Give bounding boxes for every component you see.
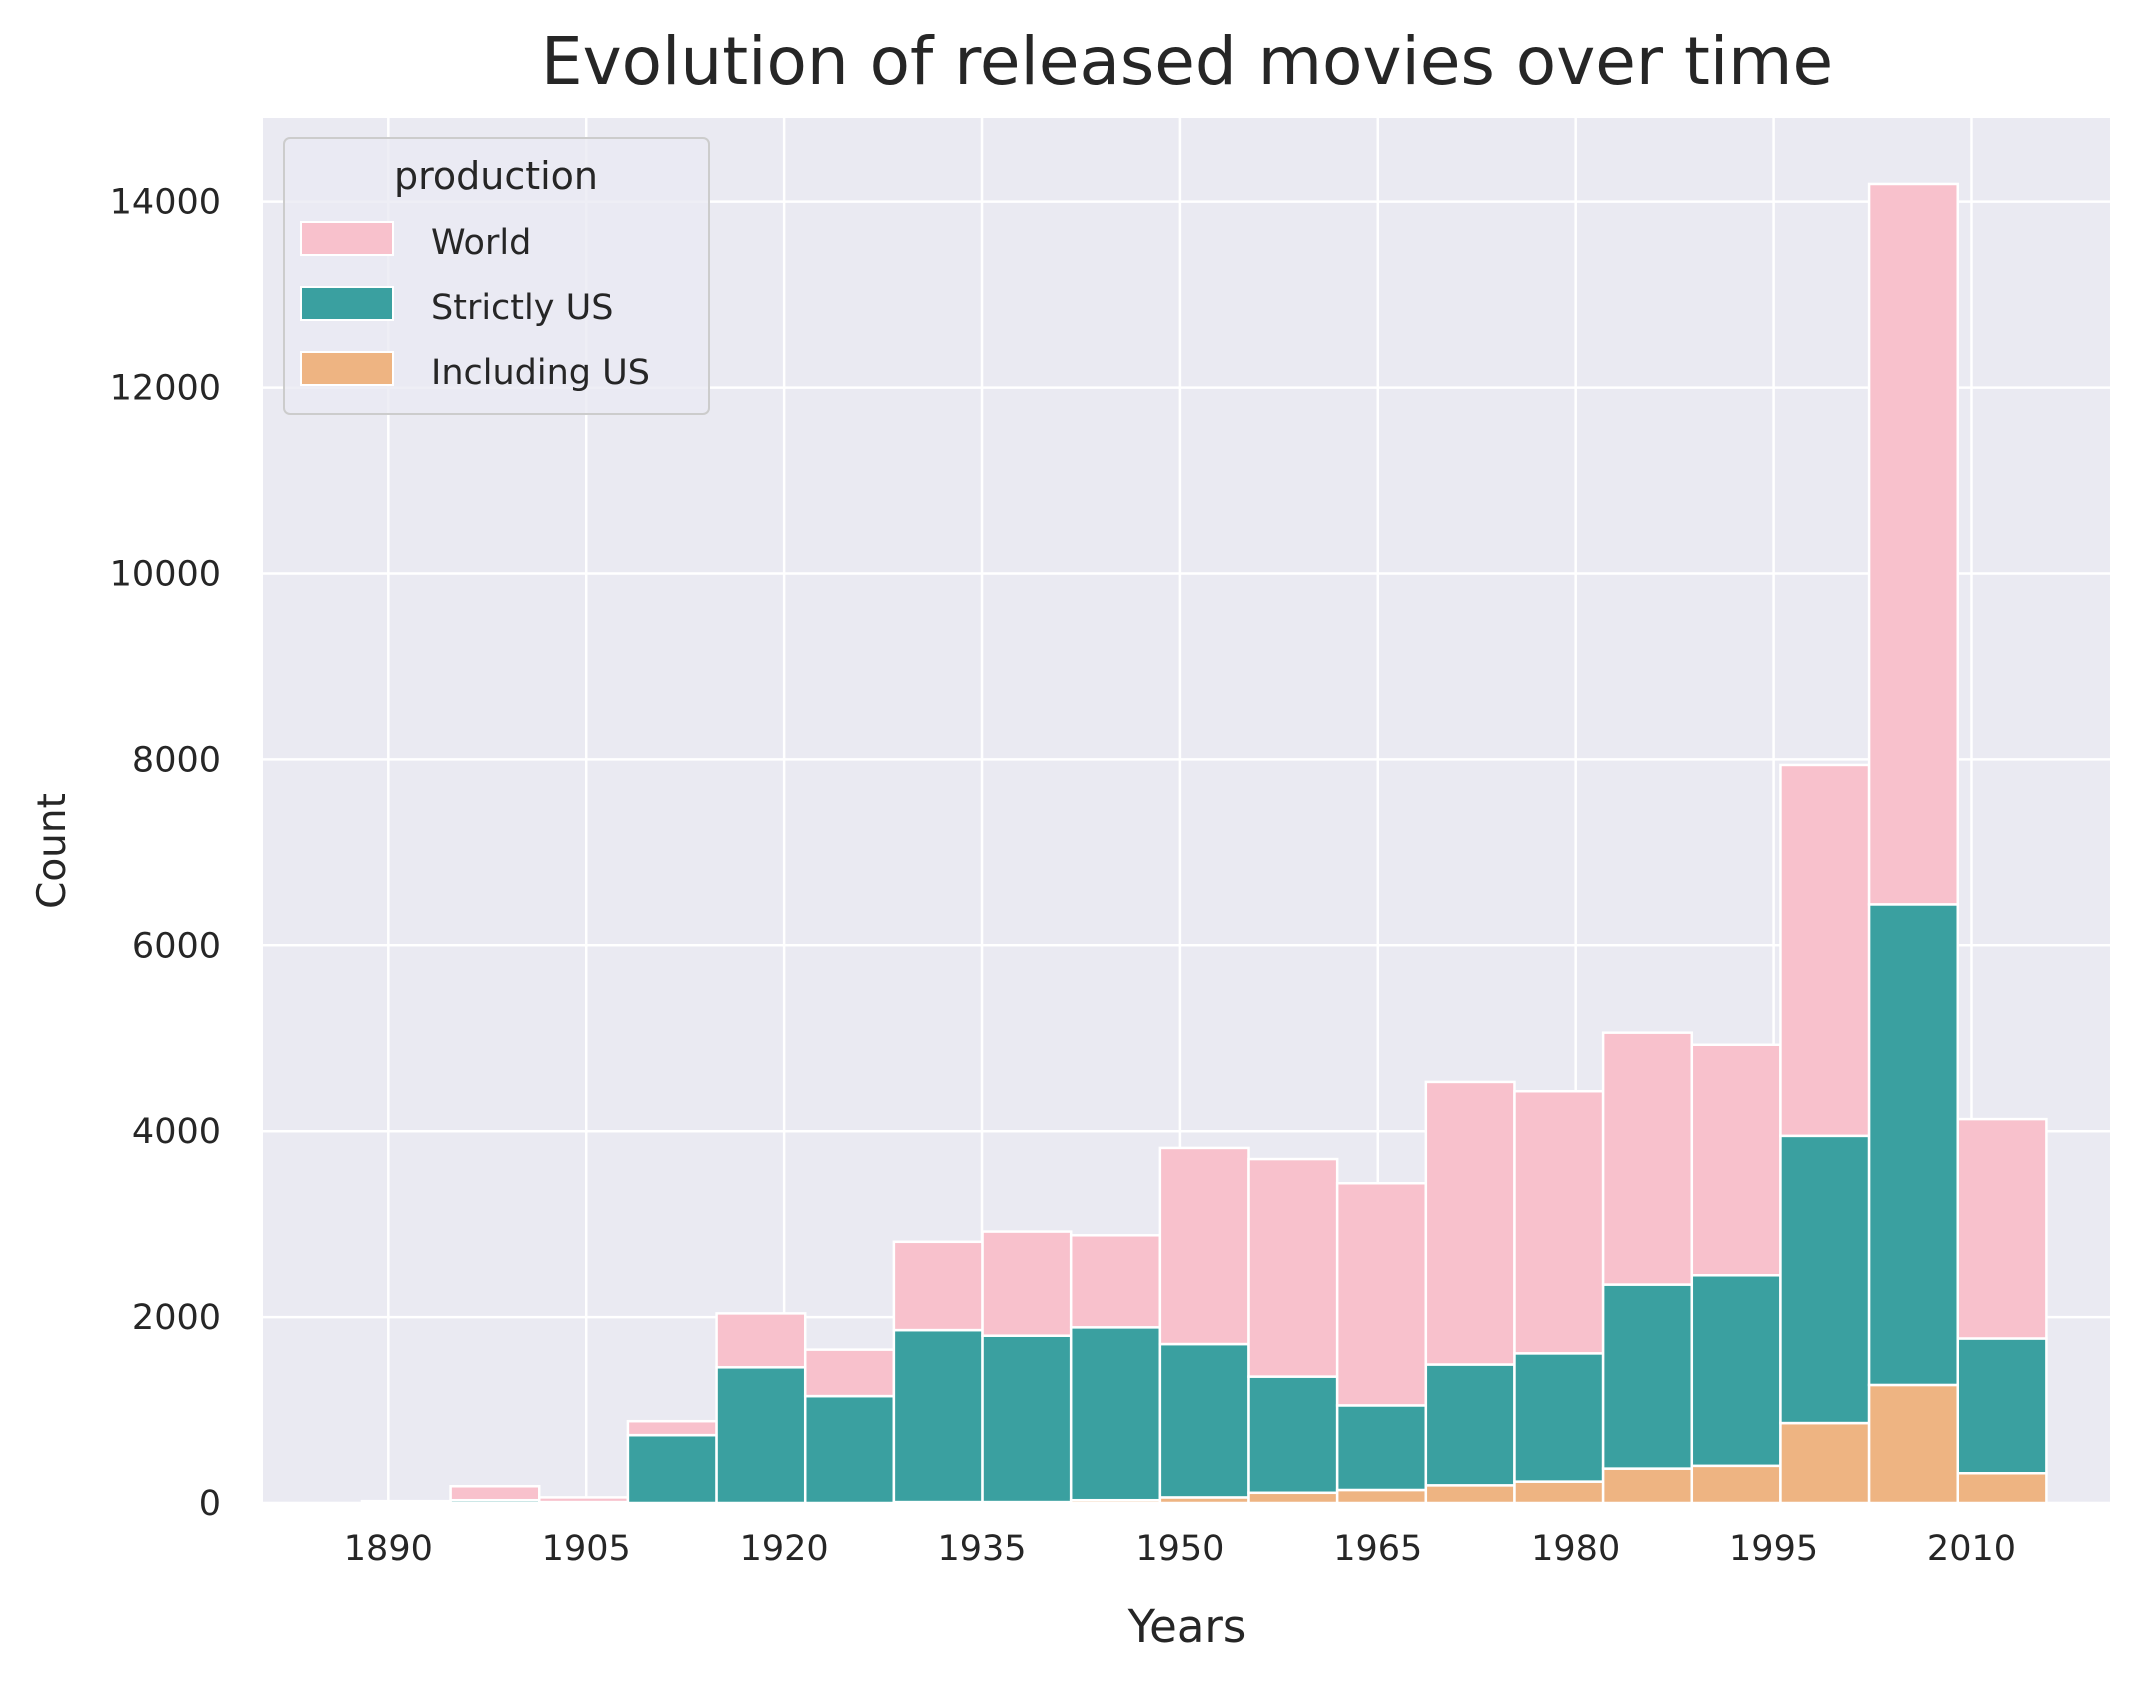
legend-frame: [283, 137, 710, 415]
bar-world: [1513, 1089, 1605, 1355]
legend: production World Strictly US Including U…: [283, 137, 710, 415]
bar-strictly-us: [1335, 1404, 1428, 1492]
bar-including-us: [1424, 1484, 1516, 1505]
bar-world: [1335, 1181, 1428, 1407]
bar-strictly-us: [803, 1394, 896, 1505]
bar-strictly-us: [981, 1334, 1073, 1504]
bar-world: [715, 1312, 807, 1369]
x-axis-label: Years: [1127, 1600, 1247, 1653]
legend-swatch-world: [300, 221, 394, 256]
bar-strictly-us: [1867, 903, 1960, 1387]
bar-world: [360, 1499, 452, 1505]
bar-world: [1956, 1117, 2048, 1340]
y-tick-label: 14000: [110, 183, 221, 223]
x-tick-label: 1950: [1135, 1529, 1224, 1569]
bar-strictly-us: [1069, 1326, 1162, 1502]
bar-world: [1158, 1146, 1250, 1346]
y-tick-label: 8000: [132, 740, 221, 780]
bar-including-us: [1247, 1491, 1339, 1505]
bar-world: [1779, 763, 1871, 1138]
bar-strictly-us: [1779, 1134, 1871, 1425]
y-axis-label: Count: [30, 793, 75, 909]
legend-swatch-strictly-us: [300, 286, 394, 321]
legend-title: production: [394, 154, 598, 198]
bar-world: [892, 1240, 984, 1332]
bar-strictly-us: [1601, 1283, 1694, 1470]
bar-including-us: [1779, 1421, 1871, 1505]
bar-world: [626, 1419, 718, 1437]
x-tick-label: 1965: [1333, 1529, 1422, 1569]
y-tick-label: 2000: [132, 1298, 221, 1338]
x-tick-label: 1890: [344, 1529, 433, 1569]
x-tick-label: 1905: [542, 1529, 631, 1569]
y-tick-label: 0: [199, 1484, 221, 1524]
x-tick-label: 2010: [1927, 1529, 2016, 1569]
x-tick-labels: 1890 1905 1920 1935 1950 1965 1980 1995 2010: [344, 1529, 2016, 1569]
bar-world: [803, 1348, 896, 1398]
bar-strictly-us: [1247, 1375, 1339, 1495]
bar-world: [1069, 1234, 1162, 1329]
x-tick-label: 1980: [1531, 1529, 1620, 1569]
legend-label-strictly-us: Strictly US: [431, 288, 613, 328]
bar-world: [1690, 1043, 1782, 1277]
legend-label-including-us: Including US: [431, 353, 650, 393]
bar-including-us: [1335, 1488, 1428, 1505]
y-tick-label: 4000: [132, 1112, 221, 1152]
bar-world: [1424, 1080, 1516, 1366]
bar-strictly-us: [1690, 1274, 1782, 1468]
y-tick-label: 12000: [110, 369, 221, 409]
bar-strictly-us: [1158, 1342, 1250, 1499]
bar-including-us: [1601, 1467, 1694, 1505]
bar-world: [538, 1496, 630, 1504]
bar-including-us: [1867, 1383, 1960, 1505]
bar-including-us: [1513, 1480, 1605, 1505]
bar-strictly-us: [1956, 1337, 2048, 1475]
bars: [360, 182, 2048, 1505]
bar-strictly-us: [1424, 1363, 1516, 1487]
y-tick-labels: 0 2000 4000 6000 8000 10000 12000 14000: [110, 183, 221, 1524]
bar-strictly-us: [1513, 1352, 1605, 1483]
y-tick-label: 6000: [132, 926, 221, 966]
bar-including-us: [1690, 1464, 1782, 1505]
bar-strictly-us: [892, 1328, 984, 1504]
bar-world: [1601, 1031, 1694, 1286]
legend-swatch-including-us: [300, 351, 394, 386]
bar-world: [981, 1230, 1073, 1337]
bar-world: [1247, 1157, 1339, 1378]
legend-label-world: World: [431, 223, 531, 263]
bar-strictly-us: [626, 1433, 718, 1505]
bar-including-us: [1956, 1472, 2048, 1505]
bar-strictly-us: [715, 1366, 807, 1505]
x-tick-label: 1995: [1729, 1529, 1818, 1569]
chart-title: Evolution of released movies over time: [541, 23, 1833, 100]
bar-world: [1867, 182, 1960, 906]
y-tick-label: 10000: [110, 554, 221, 594]
x-tick-label: 1935: [937, 1529, 1026, 1569]
bar-world: [449, 1485, 541, 1502]
x-tick-label: 1920: [740, 1529, 829, 1569]
